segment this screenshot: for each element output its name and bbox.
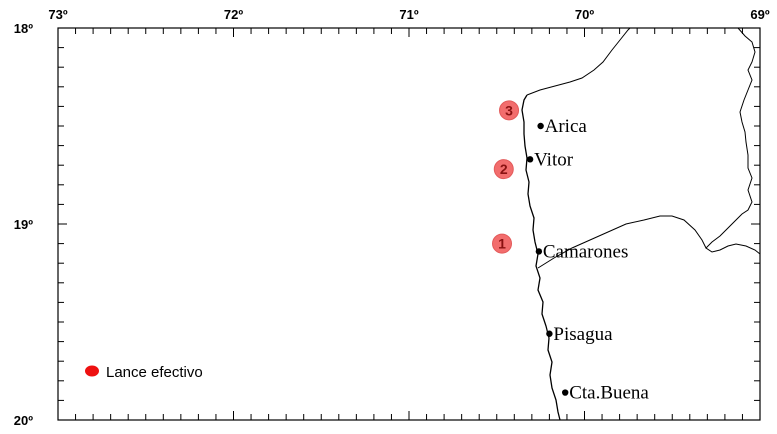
lat-tick-label: 18º	[14, 21, 33, 36]
lon-tick-label: 70º	[575, 7, 594, 22]
town-label: Vitor	[534, 149, 574, 170]
tick-labels: 73º 72º 71º 70º 69º 18º 19º 20º	[14, 7, 770, 428]
border-north	[526, 27, 631, 96]
lon-tick-label: 71º	[399, 7, 418, 22]
town-label: Camarones	[543, 241, 628, 262]
station-label: 3	[505, 102, 513, 118]
station-marker	[499, 100, 520, 121]
lon-tick-label: 72º	[224, 7, 243, 22]
station-marker	[492, 233, 513, 254]
map-frame	[57, 27, 761, 421]
town-label: Cta.Buena	[569, 383, 649, 404]
town-marker	[561, 389, 569, 396]
border-east	[705, 27, 761, 255]
stations: 1 2 3	[492, 100, 520, 254]
legend-dot	[85, 365, 99, 377]
station-marker	[493, 159, 514, 180]
frame-ticks	[57, 27, 761, 421]
town-marker	[526, 156, 534, 163]
town-label: Arica	[545, 116, 588, 137]
station-label: 1	[498, 236, 506, 252]
town-marker	[537, 122, 544, 130]
lon-tick-label: 69º	[750, 7, 769, 22]
lon-tick-label: 73º	[48, 7, 67, 22]
border-regional	[537, 215, 707, 269]
town-marker	[535, 248, 543, 255]
legend-label: Lance efectivo	[106, 364, 203, 381]
towns: Arica Vitor Camarones Pisagua Cta.Buena	[526, 116, 649, 404]
town-label: Pisagua	[553, 324, 613, 345]
town-marker	[546, 330, 553, 337]
lat-tick-label: 19º	[14, 217, 33, 232]
lat-tick-label: 20º	[14, 413, 33, 428]
station-label: 2	[500, 161, 508, 177]
